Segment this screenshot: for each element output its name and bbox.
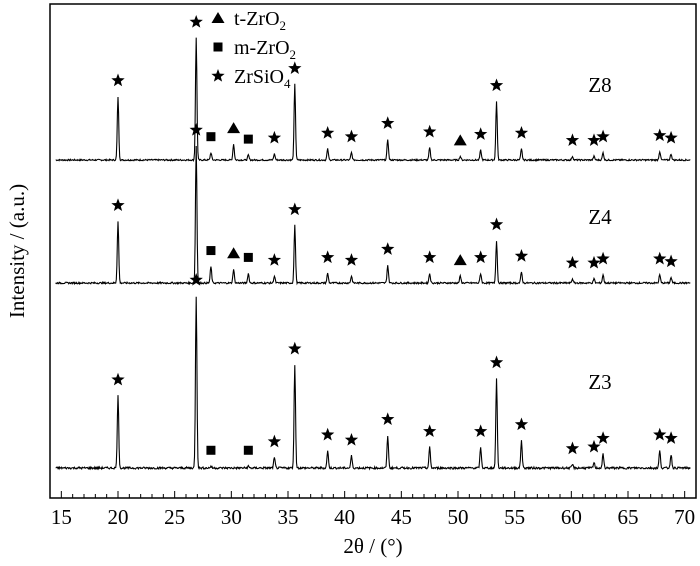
peak-marker-star: [587, 133, 601, 146]
peak-marker-star: [514, 249, 529, 262]
peak-marker-star: [423, 124, 437, 138]
peak-marker-square: [243, 445, 253, 455]
x-tick-label: 15: [51, 505, 72, 529]
peak-marker-triangle: [453, 134, 467, 146]
peak-marker-star: [381, 412, 395, 425]
peak-marker-star: [423, 250, 437, 264]
peak-marker-star: [587, 255, 601, 269]
sample-label-z4: Z4: [588, 205, 612, 229]
peak-marker-star: [664, 254, 678, 268]
peak-marker-star: [381, 242, 395, 255]
legend-label-triangle: t-ZrO2: [234, 8, 286, 33]
peak-marker-star: [321, 126, 335, 139]
x-axis-label: 2θ / (°): [343, 534, 402, 558]
legend-label-square: m-ZrO2: [234, 37, 296, 62]
peak-marker-star: [489, 217, 504, 231]
peak-marker-star: [111, 198, 125, 212]
xrd-traces: [55, 37, 691, 471]
peak-marker-square: [243, 252, 253, 262]
trace-z3: [55, 296, 691, 471]
peak-marker-star: [321, 427, 335, 441]
sample-labels: Z8 Z4 Z3: [588, 73, 612, 394]
peak-marker-star: [474, 127, 488, 140]
x-tick-label: 35: [278, 505, 299, 529]
peak-marker-star: [111, 73, 125, 87]
peak-marker-star: [344, 129, 359, 143]
peak-marker-star: [596, 431, 610, 444]
x-tick-label: 65: [618, 505, 639, 529]
peak-marker-star: [189, 15, 203, 28]
peak-marker-square: [206, 132, 216, 142]
legend-marker-triangle: [211, 12, 225, 23]
peak-marker-star: [267, 253, 282, 266]
sample-label-z8: Z8: [588, 73, 611, 97]
peak-marker-star: [489, 355, 504, 369]
peak-marker-square: [206, 445, 216, 455]
peak-marker-star: [344, 253, 359, 266]
peak-marker-triangle: [227, 122, 241, 134]
peak-marker-star: [489, 78, 504, 92]
x-tick-label: 55: [504, 505, 525, 529]
plot-frame: [49, 3, 697, 499]
peak-marker-star: [423, 424, 437, 438]
sample-label-z3: Z3: [588, 370, 611, 394]
x-tick-label: 40: [334, 505, 355, 529]
peak-marker-square: [206, 246, 216, 256]
legend-label-star: ZrSiO4: [234, 66, 291, 91]
trace-z4: [55, 146, 691, 286]
peak-marker-star: [596, 129, 610, 143]
phase-markers: [111, 15, 678, 455]
peak-marker-star: [565, 441, 580, 455]
peak-marker-star: [288, 202, 302, 216]
peak-marker-star: [596, 251, 610, 265]
peak-marker-star: [381, 116, 395, 129]
peak-marker-star: [474, 250, 488, 264]
peak-marker-star: [288, 61, 302, 75]
peak-marker-star: [664, 431, 678, 444]
peak-marker-star: [189, 123, 203, 136]
peak-marker-star: [267, 434, 282, 448]
trace-z8: [55, 37, 691, 163]
legend-marker-star: [211, 69, 225, 82]
peak-marker-star: [653, 427, 667, 441]
peak-marker-star: [664, 130, 678, 144]
peak-marker-star: [587, 439, 601, 453]
x-tick-label: 60: [561, 505, 582, 529]
peak-marker-triangle: [227, 247, 241, 259]
legend: t-ZrO2 m-ZrO2 ZrSiO4: [211, 8, 296, 91]
peak-marker-star: [653, 128, 667, 142]
peak-marker-star: [267, 130, 282, 144]
x-tick-label: 30: [221, 505, 242, 529]
peak-marker-triangle: [453, 254, 467, 266]
peak-marker-star: [565, 255, 580, 269]
peak-marker-star: [111, 372, 125, 386]
x-tick-label: 50: [448, 505, 469, 529]
x-tick-label: 20: [108, 505, 129, 529]
peak-marker-square: [243, 134, 253, 144]
x-tick-label: 70: [674, 505, 695, 529]
legend-marker-square: [213, 42, 223, 52]
peak-marker-star: [474, 424, 488, 438]
peak-marker-star: [514, 126, 529, 139]
peak-marker-star: [344, 432, 359, 446]
x-axis-ticks: 15 20 25 30 35 40 45 50 55 60 65 70: [51, 491, 695, 529]
peak-marker-star: [288, 341, 302, 355]
peak-marker-star: [514, 417, 529, 431]
peak-marker-star: [653, 251, 667, 265]
x-tick-label: 25: [164, 505, 185, 529]
peak-marker-star: [321, 250, 335, 264]
peak-marker-star: [565, 133, 580, 146]
y-axis-label: Intensity / (a.u.): [5, 184, 29, 318]
x-tick-label: 45: [391, 505, 412, 529]
peak-marker-star: [189, 273, 203, 286]
